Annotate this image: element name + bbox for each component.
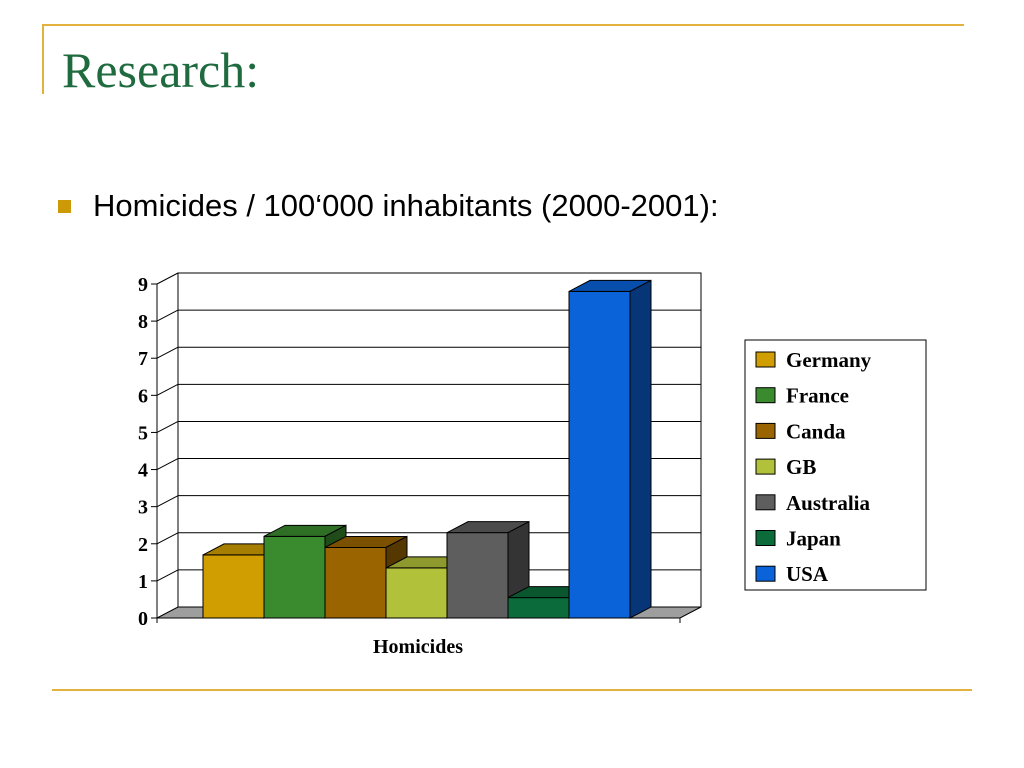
y-tick-label: 5 — [138, 422, 148, 444]
y-tick-label: 2 — [138, 534, 148, 556]
legend-label-germany: Germany — [786, 348, 872, 372]
bar-side-usa — [629, 279, 652, 619]
legend-swatch-germany — [755, 351, 776, 368]
legend-swatch-usa — [755, 565, 776, 582]
side-wall-line — [156, 458, 179, 470]
bar-germany — [202, 554, 265, 619]
legend-label-canda: Canda — [786, 419, 846, 443]
side-wall-line — [156, 272, 179, 285]
bar-france — [263, 535, 326, 619]
y-tick-label: 0 — [138, 608, 148, 630]
legend-swatch-japan — [755, 530, 776, 546]
legend-swatch-australia — [755, 494, 776, 511]
y-tick-label: 4 — [138, 460, 148, 482]
bar-gb — [385, 567, 448, 619]
legend-swatch-france — [755, 387, 776, 404]
legend-label-france: France — [786, 384, 849, 408]
side-wall-line — [156, 346, 179, 359]
bullet-text: Homicides / 100‘000 inhabitants (2000-20… — [93, 188, 719, 223]
y-tick-label: 3 — [138, 497, 148, 519]
side-wall-line — [156, 532, 179, 545]
side-wall-line — [156, 383, 179, 396]
bar-japan — [507, 597, 570, 619]
y-tick-label: 6 — [138, 385, 148, 407]
legend-label-australia: Australia — [786, 491, 871, 515]
y-tick-label: 1 — [138, 571, 148, 593]
x-axis-label: Homicides — [373, 636, 463, 658]
title-frame-top-line — [42, 24, 964, 26]
side-wall-line — [156, 569, 179, 582]
bar-usa — [568, 290, 631, 619]
y-tick-label: 8 — [138, 311, 148, 333]
y-tick-label: 7 — [138, 348, 148, 370]
legend-label-usa: USA — [786, 562, 829, 586]
title-frame-left-line — [42, 24, 44, 94]
bullet-square-icon — [58, 199, 71, 213]
side-wall-line — [156, 421, 179, 433]
legend-label-japan: Japan — [786, 527, 841, 551]
bullet-item: Homicides / 100‘000 inhabitants (2000-20… — [58, 184, 719, 228]
y-tick-label: 9 — [138, 274, 148, 296]
slide-title: Research: — [62, 42, 260, 98]
side-wall-line — [156, 309, 179, 322]
legend-label-gb: GB — [786, 455, 816, 479]
side-wall-line — [156, 495, 179, 508]
footer-line — [52, 689, 972, 691]
bar-australia — [446, 532, 509, 619]
legend-swatch-gb — [755, 458, 776, 475]
bar-canda — [324, 546, 387, 619]
legend-swatch-canda — [755, 422, 776, 439]
